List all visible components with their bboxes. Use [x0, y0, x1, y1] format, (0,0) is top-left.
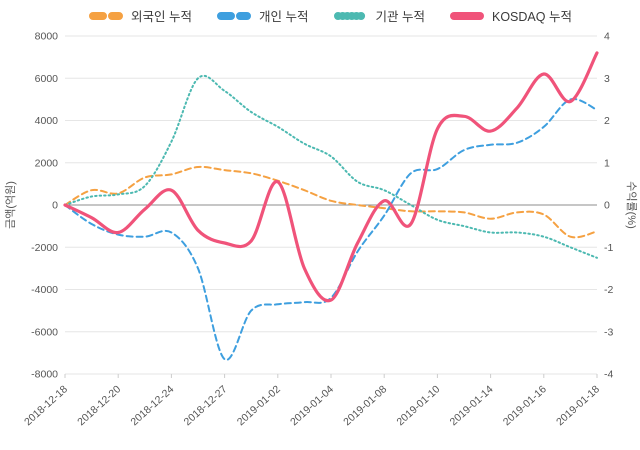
series-individual-cumulative-line [64, 97, 598, 361]
y-tick-label-right: -3 [604, 326, 613, 338]
y-tick-label-left: 4000 [35, 115, 59, 127]
legend-swatch-foreigner-cumulative [89, 11, 124, 20]
legend-label: 개인 누적 [259, 10, 309, 24]
y-tick-label-right: -4 [604, 369, 613, 381]
y-tick-label-left: 0 [52, 200, 58, 212]
x-tick-label: 2019-01-02 [235, 383, 283, 428]
y-tick-label-left: 2000 [35, 157, 59, 169]
grid-layer [65, 35, 597, 375]
right-axis-title: 수익률(%) [625, 181, 638, 228]
y-tick-label-right: -1 [604, 242, 613, 254]
y-tick-label-right: -2 [604, 284, 613, 296]
y-tick-label-left: 6000 [35, 73, 59, 85]
legend-label: KOSDAQ 누적 [491, 10, 572, 24]
x-tick-label: 2019-01-14 [448, 383, 496, 428]
legend-swatch-institution-cumulative [333, 11, 368, 20]
series-institution-cumulative-line [64, 74, 598, 259]
series-kosdaq-cumulative-line [63, 51, 599, 303]
series-foreigner-cumulative-line [64, 165, 598, 239]
x-tick-label: 2019-01-04 [288, 383, 336, 428]
legend-item-individual-cumulative[interactable]: 개인 누적 [216, 6, 309, 25]
y-tick-label-left: -6000 [31, 326, 58, 338]
legend: 외국인 누적 개인 누적 기관 누적 KOSDAQ 누적 [40, 6, 620, 25]
legend-swatch-kosdaq-cumulative [449, 11, 484, 20]
y-tick-label-right: 3 [604, 73, 610, 85]
y-tick-label-left: 8000 [35, 31, 59, 43]
legend-swatch-individual-cumulative [217, 11, 252, 20]
y-tick-label-right: 2 [604, 115, 610, 127]
x-tick-label: 2018-12-20 [75, 383, 123, 428]
y-tick-label-left: -8000 [31, 369, 58, 381]
y-tick-label-right: 4 [604, 31, 610, 43]
legend-item-institution-cumulative[interactable]: 기관 누적 [333, 6, 425, 25]
legend-item-kosdaq-cumulative[interactable]: KOSDAQ 누적 [449, 6, 572, 25]
x-tick-label: 2019-01-10 [394, 383, 442, 428]
legend-label: 기관 누적 [375, 10, 425, 24]
y-tick-label-right: 1 [604, 157, 610, 169]
legend-item-foreigner-cumulative[interactable]: 외국인 누적 [88, 6, 192, 25]
y-tick-label-left: -2000 [31, 242, 58, 254]
y-tick-label-left: -4000 [31, 284, 58, 296]
x-tick-label: 2019-01-18 [554, 383, 602, 428]
x-tick-label: 2019-01-08 [341, 383, 389, 428]
legend-label: 외국인 누적 [131, 10, 193, 24]
x-tick-label: 2018-12-27 [182, 383, 230, 428]
x-tick-label: 2018-12-24 [128, 383, 176, 428]
left-axis-title: 금액(억원) [4, 181, 17, 229]
y-tick-label-right: 0 [604, 200, 610, 212]
series-layer [63, 51, 599, 361]
x-tick-label: 2018-12-18 [22, 383, 70, 428]
x-tick-label: 2019-01-16 [501, 383, 549, 428]
